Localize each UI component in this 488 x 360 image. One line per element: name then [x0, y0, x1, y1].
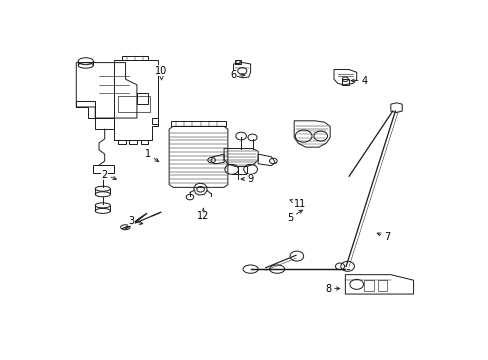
Bar [93, 165, 114, 174]
Text: 3: 3 [128, 216, 142, 226]
Bar [118, 96, 150, 112]
Text: 10: 10 [155, 66, 167, 80]
Text: 2: 2 [102, 170, 116, 180]
Text: 11: 11 [289, 199, 305, 209]
Text: 5: 5 [286, 210, 302, 223]
Text: 4: 4 [350, 76, 366, 86]
Text: 1: 1 [145, 149, 158, 162]
Text: 12: 12 [197, 208, 209, 221]
Bar [364, 280, 373, 291]
Bar [377, 280, 386, 291]
Text: 9: 9 [241, 174, 253, 184]
Text: 8: 8 [325, 284, 339, 293]
Text: 7: 7 [376, 232, 389, 242]
Text: 6: 6 [230, 70, 244, 80]
